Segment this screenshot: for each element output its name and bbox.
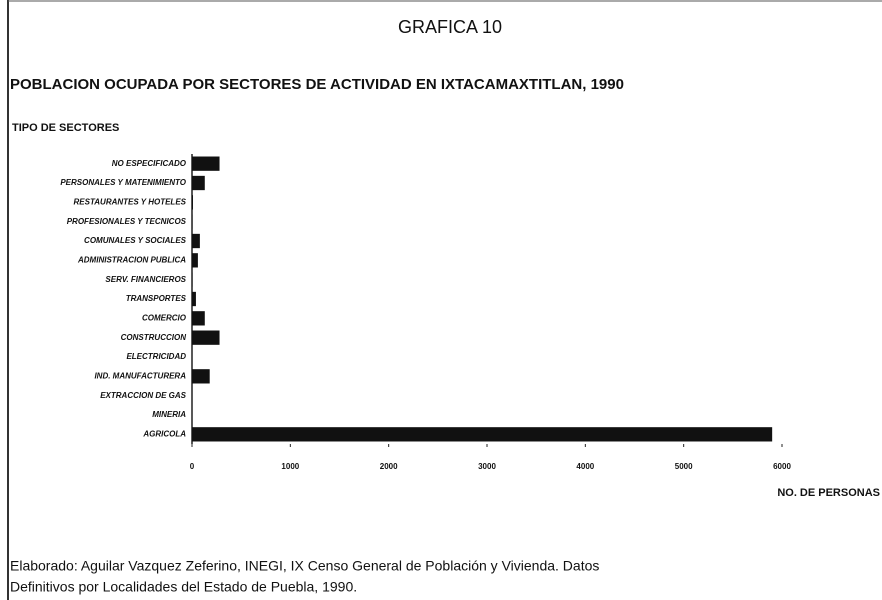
x-tick-label: 5000 bbox=[675, 462, 693, 471]
y-tick-label: EXTRACCION DE GAS bbox=[100, 391, 186, 400]
bar bbox=[192, 253, 198, 268]
chart-subtitle: POBLACION OCUPADA POR SECTORES DE ACTIVI… bbox=[10, 76, 624, 93]
source-note: Definitivos por Localidades del Estado d… bbox=[10, 579, 357, 595]
x-tick-label: 4000 bbox=[576, 462, 594, 471]
bar bbox=[192, 291, 196, 307]
y-axis-label: TIPO DE SECTORES bbox=[12, 122, 119, 134]
y-tick-label: SERV. FINANCIEROS bbox=[105, 275, 186, 284]
y-tick-label: COMUNALES Y SOCIALES bbox=[84, 236, 187, 245]
bar bbox=[192, 195, 193, 210]
bar bbox=[192, 427, 773, 442]
y-tick-label: MINERIA bbox=[152, 410, 186, 419]
y-tick-label: RESTAURANTES Y HOTELES bbox=[74, 197, 187, 206]
bar bbox=[192, 330, 220, 345]
x-axis-label: NO. DE PERSONAS bbox=[777, 487, 880, 499]
x-tick-label: 3000 bbox=[478, 462, 496, 471]
source-note: Elaborado: Aguilar Vazquez Zeferino, INE… bbox=[10, 558, 599, 574]
y-tick-label: IND. MANUFACTURERA bbox=[94, 371, 186, 380]
x-tick-label: 1000 bbox=[281, 462, 299, 471]
y-tick-label: COMERCIO bbox=[142, 313, 187, 322]
x-tick-label: 0 bbox=[190, 462, 195, 471]
bar bbox=[192, 175, 205, 191]
y-tick-label: CONSTRUCCION bbox=[121, 333, 187, 342]
x-tick-label: 2000 bbox=[380, 462, 398, 471]
y-tick-label: PROFESIONALES Y TECNICOS bbox=[67, 217, 187, 226]
y-tick-label: PERSONALES Y MATENIMIENTO bbox=[60, 178, 186, 187]
y-tick-label: ELECTRICIDAD bbox=[126, 352, 186, 361]
chart-title: GRAFICA 10 bbox=[398, 17, 502, 37]
y-tick-label: TRANSPORTES bbox=[126, 294, 187, 303]
y-tick-label: ADMINISTRACION PUBLICA bbox=[77, 255, 186, 264]
bar bbox=[192, 311, 205, 326]
y-tick-label: AGRICOLA bbox=[142, 429, 186, 438]
bar bbox=[192, 233, 200, 249]
y-tick-label: NO ESPECIFICADO bbox=[112, 159, 187, 168]
x-tick-label: 6000 bbox=[773, 462, 791, 471]
bar bbox=[192, 156, 220, 171]
bar bbox=[192, 369, 210, 384]
